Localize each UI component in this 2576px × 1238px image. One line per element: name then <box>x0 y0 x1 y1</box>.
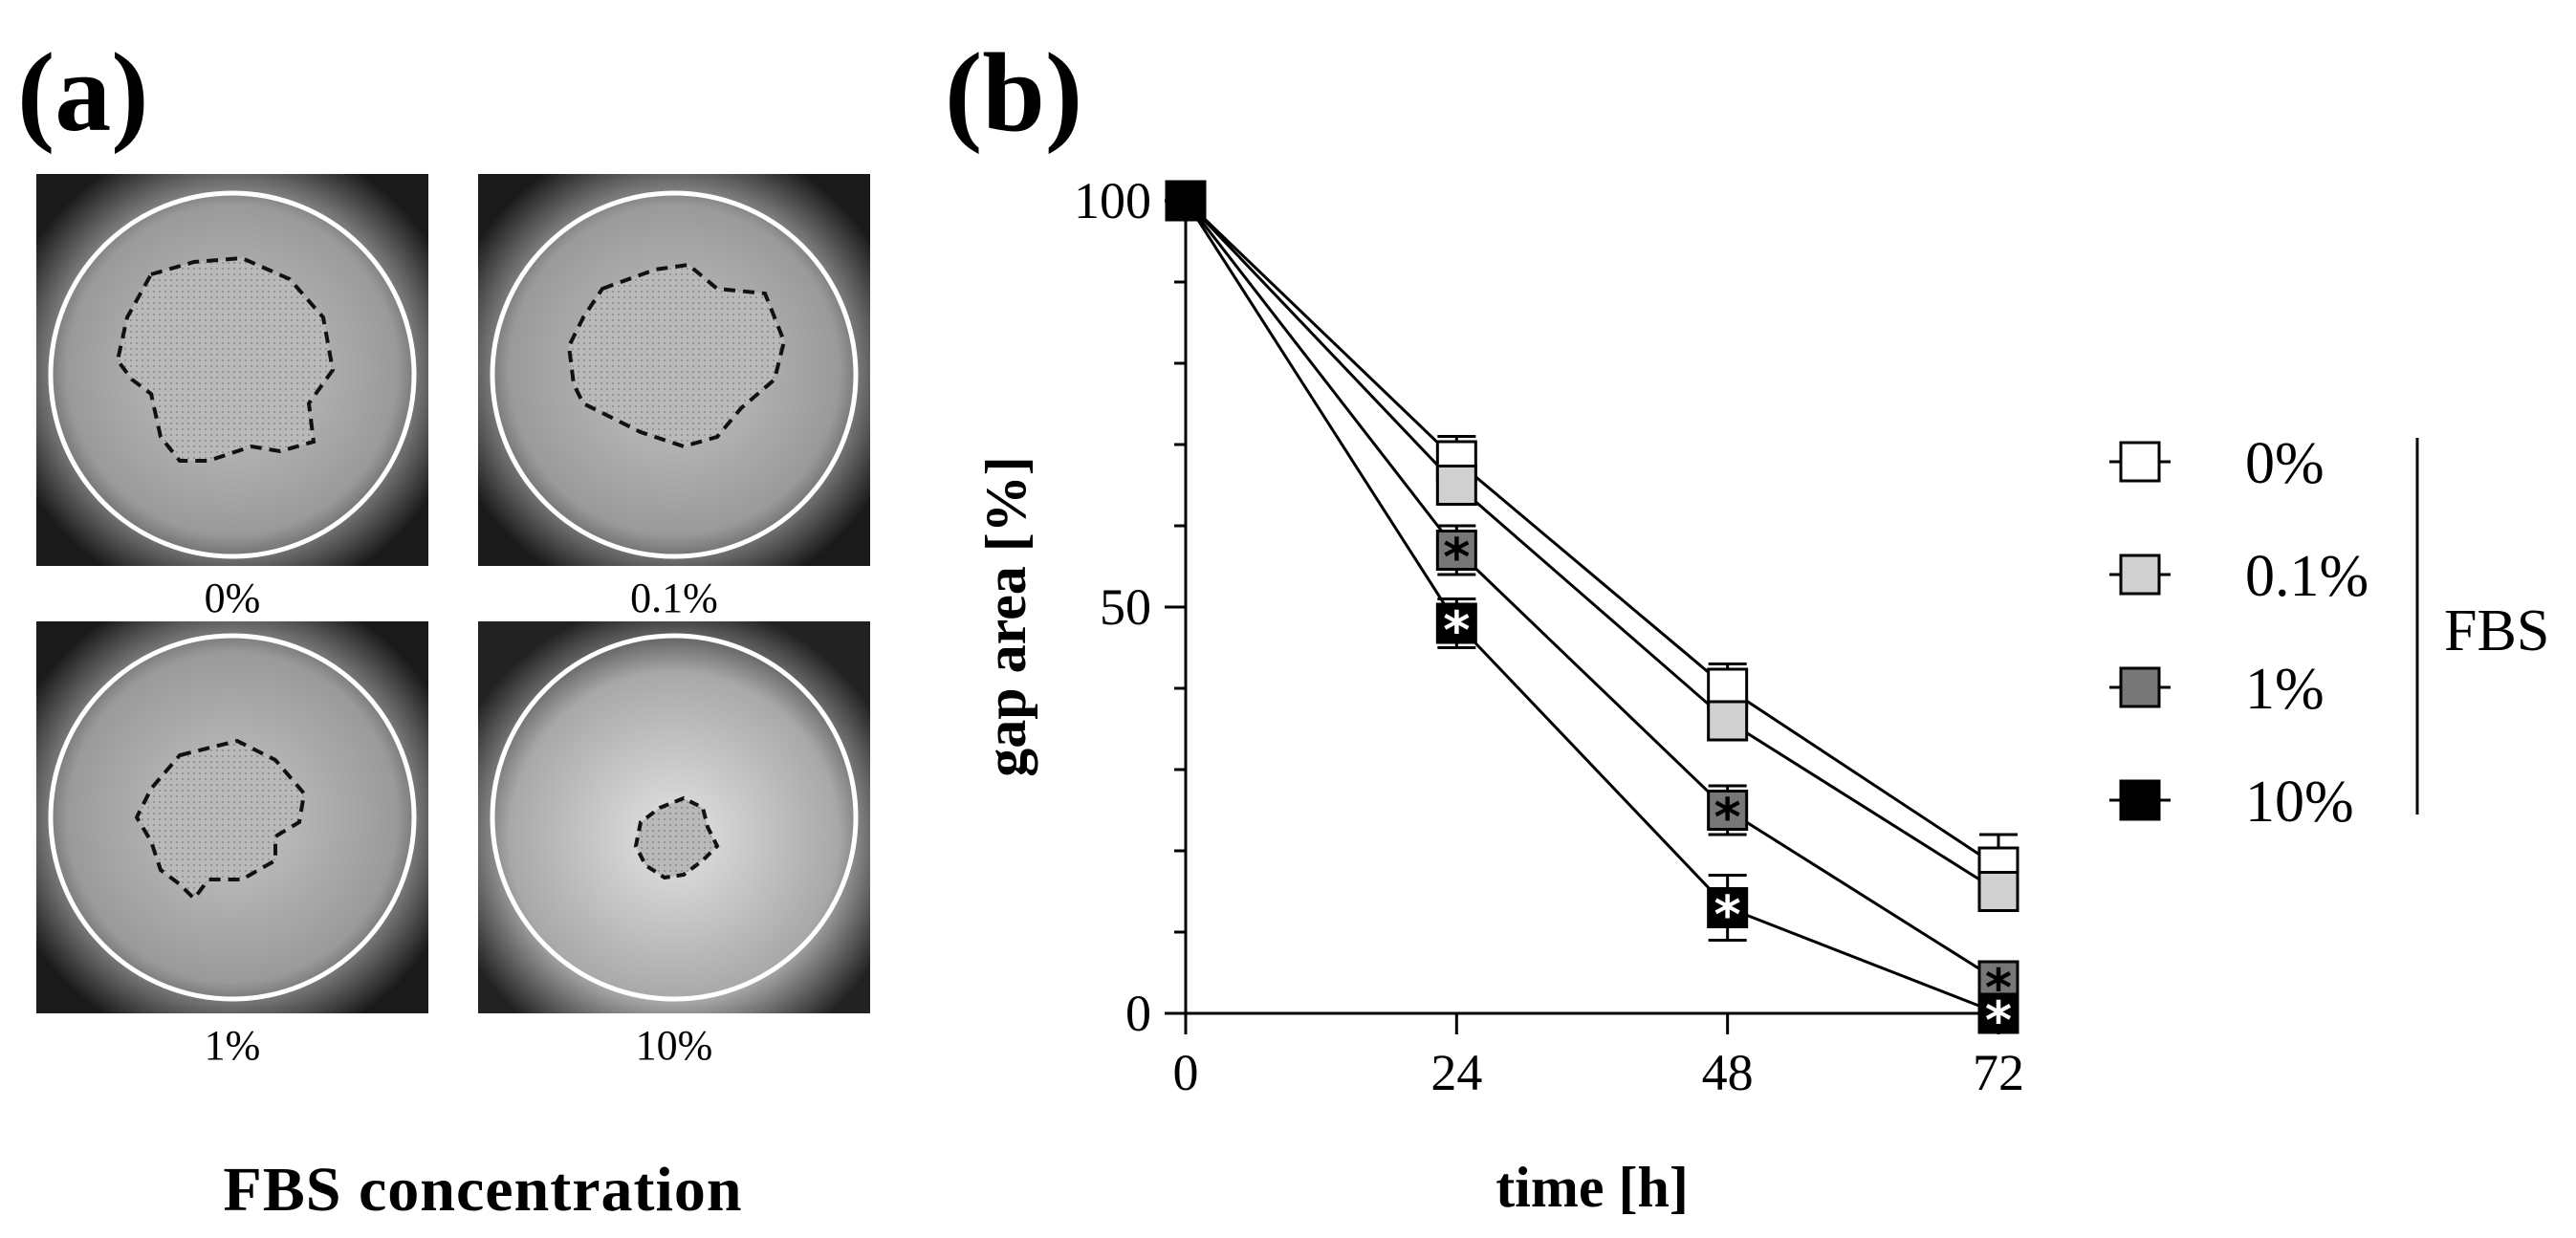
significance-asterisk: * <box>1714 885 1741 945</box>
legend-group-label: FBS <box>2444 598 2549 663</box>
data-point-3-3 <box>1977 992 2019 1034</box>
legend-marker <box>2119 666 2161 708</box>
micrograph-caption: 1% <box>204 1022 261 1069</box>
series-line-3 <box>1184 200 1999 1015</box>
y-axis-title: gap area [%] <box>974 456 1037 777</box>
data-point-1-1 <box>1435 465 1477 506</box>
significance-asterisk: * <box>1985 990 2012 1051</box>
panel-a-label: (a) <box>17 30 149 155</box>
micrograph-caption: 0.1% <box>630 575 718 621</box>
x-tick-label: 48 <box>1702 1044 1754 1101</box>
x-tick-label: 0 <box>1173 1044 1199 1101</box>
legend-marker <box>2119 554 2161 596</box>
y-tick-label: 100 <box>1074 172 1151 229</box>
data-point-2-2 <box>1707 790 1749 831</box>
micrograph-0-1-percent <box>478 174 870 566</box>
series-line-0 <box>1184 199 1999 869</box>
legend-label: 0.1% <box>2245 544 2369 609</box>
x-tick-label: 72 <box>1973 1044 2024 1101</box>
data-point-1-2 <box>1707 700 1749 742</box>
legend-label: 0% <box>2245 431 2325 496</box>
significance-asterisk: * <box>1443 528 1470 588</box>
series-line-2 <box>1184 200 1999 983</box>
micrograph-caption: 10% <box>635 1022 713 1069</box>
data-point-3-1 <box>1435 602 1477 644</box>
y-tick-label: 0 <box>1125 985 1151 1042</box>
x-tick-label: 24 <box>1430 1044 1482 1101</box>
series-line-1 <box>1184 199 1999 893</box>
panel-b-label: (b) <box>945 30 1083 155</box>
panel-a-xlabel: FBS concentration <box>223 1155 743 1225</box>
legend-marker <box>2119 441 2161 483</box>
micrograph-0-percent <box>36 174 428 566</box>
significance-asterisk: * <box>1714 788 1741 848</box>
legend-label: 1% <box>2245 657 2325 722</box>
legend-marker <box>2119 779 2161 821</box>
micrograph-1-percent <box>36 621 428 1013</box>
data-point-2-1 <box>1435 530 1477 571</box>
data-point-1-3 <box>1977 871 2019 912</box>
legend-label: 10% <box>2245 770 2354 835</box>
significance-asterisk: * <box>1443 600 1470 661</box>
micrograph-caption: 0% <box>204 575 261 621</box>
micrograph-10-percent <box>478 621 870 1013</box>
y-tick-label: 50 <box>1100 578 1151 636</box>
x-axis-title: time [h] <box>1495 1156 1689 1219</box>
data-point-3-2 <box>1707 887 1749 928</box>
data-point-3-0 <box>1165 180 1207 222</box>
